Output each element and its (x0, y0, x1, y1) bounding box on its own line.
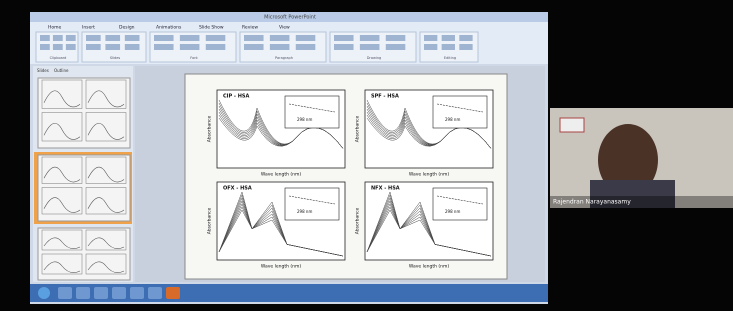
ribbon-button[interactable] (53, 44, 63, 50)
ribbon-button[interactable] (86, 35, 101, 41)
ribbon-button[interactable] (206, 44, 226, 50)
taskbar-icon[interactable] (130, 287, 144, 299)
pane-tab[interactable]: Outline (54, 68, 69, 73)
ribbon-button[interactable] (154, 35, 174, 41)
ribbon-button[interactable] (105, 44, 120, 50)
inset-frame (285, 188, 339, 220)
start-button[interactable] (38, 287, 50, 299)
ribbon-tab[interactable]: Home (48, 25, 62, 31)
y-axis-label: Absorbance (355, 115, 361, 142)
y-axis-label: Absorbance (355, 207, 361, 234)
ribbon-tab[interactable]: Animations (156, 25, 182, 31)
ribbon-tab[interactable]: Design (119, 25, 135, 31)
ribbon-button[interactable] (206, 35, 226, 41)
inset-frame (285, 96, 339, 128)
ribbon-button[interactable] (40, 44, 50, 50)
ribbon-button[interactable] (386, 44, 406, 50)
ribbon-button[interactable] (459, 35, 472, 41)
ribbon-button[interactable] (386, 35, 406, 41)
inset-frame (433, 96, 487, 128)
inset-label: 298 nm (445, 209, 460, 214)
taskbar-icon[interactable] (112, 287, 126, 299)
ribbon-group-label: Editing (444, 56, 456, 60)
ribbon-button[interactable] (334, 44, 354, 50)
ribbon-button[interactable] (66, 35, 76, 41)
ribbon-button[interactable] (270, 44, 290, 50)
x-axis-label: Wave length (nm) (409, 172, 450, 178)
ribbon-button[interactable] (125, 44, 140, 50)
ribbon-button[interactable] (296, 44, 316, 50)
x-axis-label: Wave length (nm) (261, 172, 302, 178)
ribbon-group-label: Font (190, 56, 198, 60)
ribbon-group-label: Clipboard (50, 56, 67, 60)
pane-tab[interactable]: Slides (37, 68, 49, 73)
ribbon-button[interactable] (459, 44, 472, 50)
taskbar-icon[interactable] (166, 287, 180, 299)
ribbon-button[interactable] (154, 44, 174, 50)
plot-title: OFX - HSA (223, 186, 252, 192)
ribbon-button[interactable] (334, 35, 354, 41)
ribbon-button[interactable] (424, 35, 437, 41)
inset-label: 298 nm (297, 117, 312, 122)
screen-photo: Microsoft PowerPoint Home Insert Design Ani… (0, 0, 733, 311)
ribbon-button[interactable] (360, 44, 380, 50)
thumbnail[interactable] (38, 155, 130, 221)
taskbar-icon[interactable] (58, 287, 72, 299)
ribbon-button[interactable] (296, 35, 316, 41)
ribbon-groups: Clipboard Slides Font Paragraph Drawing Editi… (36, 32, 478, 62)
ribbon-button[interactable] (244, 35, 264, 41)
ribbon-tab[interactable]: Slide Show (199, 25, 224, 31)
ribbon-button[interactable] (442, 35, 455, 41)
ribbon-tab[interactable]: Review (242, 25, 258, 31)
inset-label: 298 nm (445, 117, 460, 122)
ribbon-group-label: Slides (110, 56, 121, 60)
ribbon-button[interactable] (40, 35, 50, 41)
y-axis-label: Absorbance (207, 207, 213, 234)
ribbon-tabs: Home Insert Design Animations Slide Show Revi… (48, 25, 290, 31)
taskbar-icon[interactable] (76, 287, 90, 299)
x-axis-label: Wave length (nm) (261, 264, 302, 270)
ribbon-button[interactable] (86, 44, 101, 50)
inset-label: 298 nm (297, 209, 312, 214)
thumbnail[interactable] (38, 78, 130, 148)
ribbon-button[interactable] (125, 35, 140, 41)
ribbon-group-label: Drawing (367, 56, 382, 60)
participant-name: Rajendran Narayanasamy (553, 199, 631, 206)
wall-sign (560, 118, 584, 132)
taskbar-icon[interactable] (94, 287, 108, 299)
x-axis-label: Wave length (nm) (409, 264, 450, 270)
ribbon-button[interactable] (53, 35, 63, 41)
y-axis-label: Absorbance (207, 115, 213, 142)
window-title: Microsoft PowerPoint (264, 15, 316, 21)
ribbon-button[interactable] (105, 35, 120, 41)
ribbon-button[interactable] (360, 35, 380, 41)
plot-title: SPF - HSA (371, 94, 399, 100)
ribbon-button[interactable] (66, 44, 76, 50)
ribbon-tab[interactable]: Insert (82, 25, 95, 31)
plot-title: NFX - HSA (371, 186, 400, 192)
inset-frame (433, 188, 487, 220)
ribbon-group-label: Paragraph (275, 56, 293, 60)
ribbon-button[interactable] (270, 35, 290, 41)
plot-title: CIP - HSA (223, 94, 250, 100)
ribbon-button[interactable] (424, 44, 437, 50)
ribbon-button[interactable] (442, 44, 455, 50)
taskbar-icons (58, 287, 180, 299)
ribbon-button[interactable] (180, 44, 200, 50)
taskbar-icon[interactable] (148, 287, 162, 299)
ribbon-button[interactable] (180, 35, 200, 41)
ribbon-button[interactable] (244, 44, 264, 50)
ribbon-tab[interactable]: View (279, 25, 290, 31)
scene: Microsoft PowerPoint Home Insert Design Ani… (0, 0, 733, 311)
